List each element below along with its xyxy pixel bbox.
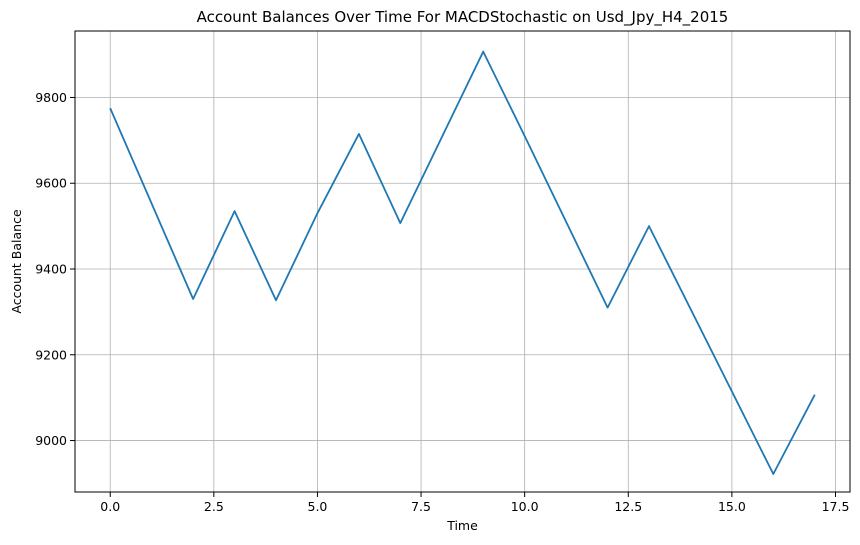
x-tick-label: 0.0 — [100, 499, 120, 514]
x-axis: 0.0 2.5 5.0 7.5 10.0 12.5 15.0 17.5 — [100, 492, 849, 514]
x-tick-label: 10.0 — [511, 499, 539, 514]
chart-title: Account Balances Over Time For MACDStoch… — [197, 8, 729, 27]
y-tick-label: 9200 — [35, 347, 67, 362]
y-tick-label: 9000 — [35, 433, 67, 448]
series-line — [109, 50, 816, 475]
series-layer — [109, 50, 816, 475]
y-tick-label: 9600 — [35, 176, 67, 191]
x-axis-label: Time — [446, 518, 478, 533]
x-tick-label: 2.5 — [204, 499, 224, 514]
x-tick-label: 7.5 — [411, 499, 431, 514]
x-tick-label: 5.0 — [308, 499, 328, 514]
x-tick-label: 17.5 — [822, 499, 850, 514]
x-tick-label: 15.0 — [718, 499, 746, 514]
plot-frame — [74, 30, 851, 493]
y-tick-label: 9800 — [35, 90, 67, 105]
y-axis: 9000 9200 9400 9600 9800 — [35, 90, 75, 448]
y-axis-label: Account Balance — [9, 209, 24, 314]
x-tick-label: 12.5 — [614, 499, 642, 514]
grid — [75, 31, 850, 492]
y-tick-label: 9400 — [35, 262, 67, 277]
